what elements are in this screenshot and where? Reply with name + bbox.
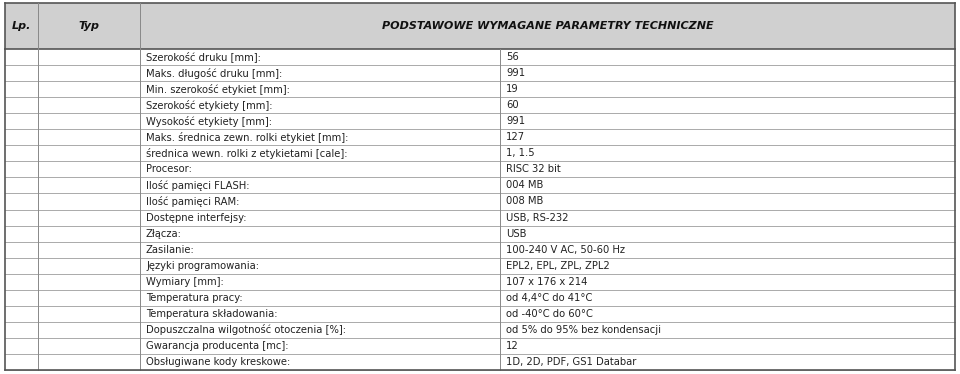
Text: 1, 1.5: 1, 1.5 [506,148,535,158]
Text: Lp.: Lp. [12,21,31,31]
Text: Obsługiwane kody kreskowe:: Obsługiwane kody kreskowe: [146,357,290,367]
Text: 127: 127 [506,132,525,142]
Text: 100-240 V AC, 50-60 Hz: 100-240 V AC, 50-60 Hz [506,245,625,255]
Bar [5,3,955,49]
Text: Min. szerokość etykiet [mm]:: Min. szerokość etykiet [mm]: [146,84,290,95]
Text: 1D, 2D, PDF, GS1 Databar: 1D, 2D, PDF, GS1 Databar [506,357,636,367]
Bar [5,258,955,274]
Text: Procesor:: Procesor: [146,165,192,174]
Text: USB: USB [506,229,526,239]
Text: od 4,4°C do 41°C: od 4,4°C do 41°C [506,293,592,303]
Text: PODSTAWOWE WYMAGANE PARAMETRY TECHNICZNE: PODSTAWOWE WYMAGANE PARAMETRY TECHNICZNE [382,21,713,31]
Text: 56: 56 [506,52,518,62]
Bar [5,338,955,354]
Bar [5,65,955,81]
Text: EPL2, EPL, ZPL, ZPL2: EPL2, EPL, ZPL, ZPL2 [506,261,610,271]
Text: Typ: Typ [79,21,100,31]
Text: Maks. średnica zewn. rolki etykiet [mm]:: Maks. średnica zewn. rolki etykiet [mm]: [146,132,348,143]
Text: 008 MB: 008 MB [506,196,543,206]
Text: Zasilanie:: Zasilanie: [146,245,195,255]
Text: RISC 32 bit: RISC 32 bit [506,165,561,174]
Text: Dostępne interfejsy:: Dostępne interfejsy: [146,212,247,223]
Text: 19: 19 [506,84,518,94]
Text: Ilość pamięci RAM:: Ilość pamięci RAM: [146,196,239,207]
Text: 12: 12 [506,341,518,351]
Text: 991: 991 [506,68,525,78]
Bar [5,161,955,177]
Bar [5,49,955,65]
Text: Szerokość druku [mm]:: Szerokość druku [mm]: [146,52,261,62]
Bar [5,322,955,338]
Text: Złącza:: Złącza: [146,229,181,239]
Bar [5,97,955,113]
Text: Temperatura pracy:: Temperatura pracy: [146,293,243,303]
Text: Języki programowania:: Języki programowania: [146,261,259,271]
Bar [5,209,955,226]
Text: od -40°C do 60°C: od -40°C do 60°C [506,309,593,319]
Text: Temperatura składowania:: Temperatura składowania: [146,309,277,319]
Bar [5,81,955,97]
Bar [5,290,955,306]
Bar [5,354,955,370]
Text: od 5% do 95% bez kondensacji: od 5% do 95% bez kondensacji [506,325,661,335]
Bar [5,306,955,322]
Text: Ilość pamięci FLASH:: Ilość pamięci FLASH: [146,180,250,191]
Text: Wysokość etykiety [mm]:: Wysokość etykiety [mm]: [146,116,272,127]
Bar [5,274,955,290]
Bar [5,145,955,161]
Text: 60: 60 [506,100,518,110]
Text: Gwarancja producenta [mc]:: Gwarancja producenta [mc]: [146,341,289,351]
Text: Szerokość etykiety [mm]:: Szerokość etykiety [mm]: [146,100,273,111]
Text: 107 x 176 x 214: 107 x 176 x 214 [506,277,588,287]
Bar [5,226,955,242]
Bar [5,242,955,258]
Bar [5,113,955,129]
Text: Wymiary [mm]:: Wymiary [mm]: [146,277,224,287]
Text: Maks. długość druku [mm]:: Maks. długość druku [mm]: [146,68,282,79]
Bar [5,177,955,193]
Text: Dopuszczalna wilgotność otoczenia [%]:: Dopuszczalna wilgotność otoczenia [%]: [146,324,346,335]
Text: USB, RS-232: USB, RS-232 [506,212,568,223]
Text: średnica wewn. rolki z etykietami [cale]:: średnica wewn. rolki z etykietami [cale]… [146,148,348,159]
Text: 004 MB: 004 MB [506,180,543,190]
Text: 991: 991 [506,116,525,126]
Bar [5,193,955,209]
Bar [5,129,955,145]
